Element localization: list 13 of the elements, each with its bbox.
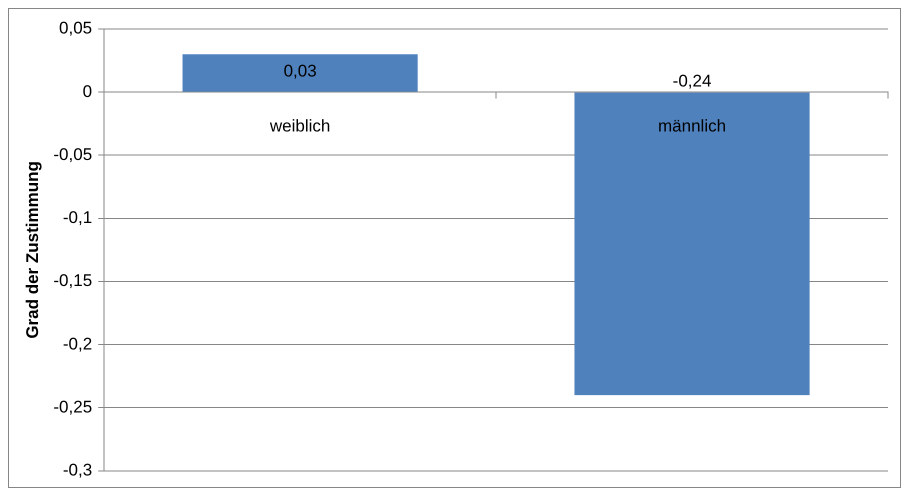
y-tick-label: -0,2	[62, 334, 92, 354]
data-label: 0,03	[284, 61, 317, 80]
y-tick-label: 0,05	[59, 18, 92, 38]
y-tick-label: -0,15	[53, 271, 92, 290]
y-tick-label: -0,25	[53, 397, 92, 416]
y-axis-title: Grad der Zustimmung	[22, 161, 42, 339]
y-tick-label: -0,3	[62, 460, 92, 480]
data-label: -0,24	[672, 71, 712, 90]
y-tick-label: -0,1	[62, 208, 92, 228]
y-tick-label: 0	[82, 82, 92, 101]
x-tick-label: weiblich	[268, 116, 330, 136]
x-tick-label: männlich	[658, 116, 726, 136]
y-tick-label: -0,05	[53, 144, 92, 164]
